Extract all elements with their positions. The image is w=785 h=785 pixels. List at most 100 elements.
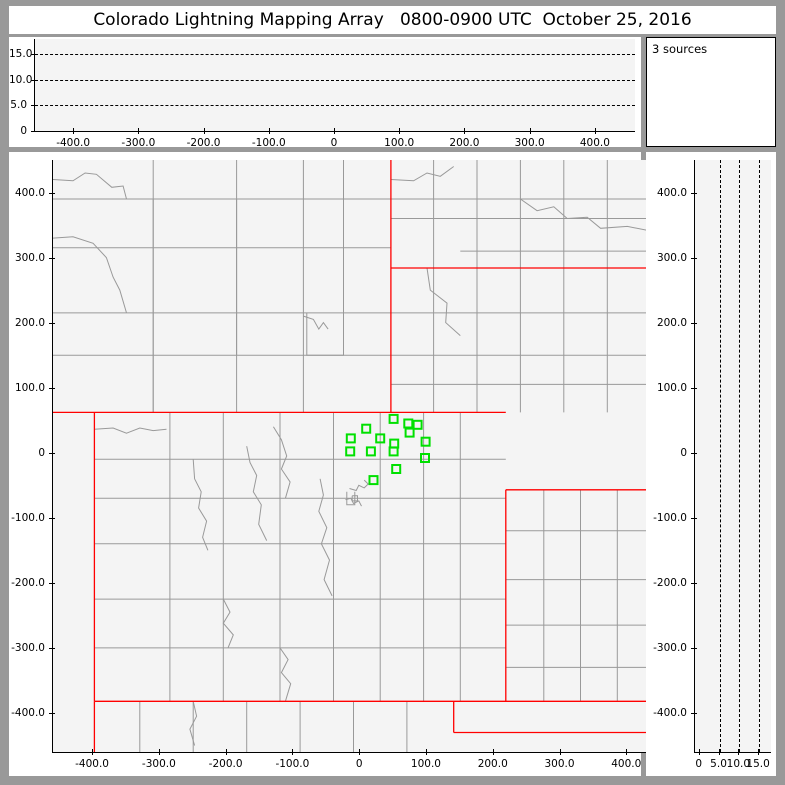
source-count-label: 3 sources	[652, 42, 708, 56]
x-axis-tick-label: 400.0	[579, 137, 610, 149]
altitude-plot-area[interactable]	[694, 160, 771, 753]
y-axis-tick-label: 300.0	[656, 251, 687, 264]
gridline-vertical	[719, 160, 721, 752]
y-axis-tick	[49, 517, 55, 519]
y-axis-tick	[31, 131, 37, 132]
y-axis-tick	[691, 517, 697, 519]
county-line-ne-irregular-1	[520, 198, 654, 233]
y-axis-tick	[31, 54, 37, 56]
x-axis-tick	[758, 749, 760, 755]
y-axis-tick-label: 0	[38, 446, 45, 459]
x-axis-tick-label: 10.0	[726, 758, 751, 770]
gridline-vertical	[739, 160, 741, 752]
lightning-source-marker[interactable]	[375, 433, 386, 444]
x-axis-tick	[594, 128, 596, 134]
county-line-ne-irregular-2	[426, 267, 461, 336]
x-axis-tick-label: 200.0	[449, 137, 480, 149]
x-axis-tick-label: -400.0	[56, 137, 91, 149]
y-axis-tick	[49, 582, 55, 584]
source-markers[interactable]	[345, 413, 431, 486]
lightning-source-marker[interactable]	[420, 436, 431, 447]
y-axis-tick	[31, 79, 37, 81]
y-axis-tick-label: 200.0	[656, 316, 687, 329]
lightning-source-marker[interactable]	[345, 446, 356, 457]
county-line-co-irregular-north	[94, 427, 167, 434]
lightning-source-marker[interactable]	[391, 464, 402, 474]
y-axis-tick-label: 100.0	[656, 381, 687, 394]
county-line-ne-irregular-0	[390, 166, 454, 182]
y-axis-tick-label: -300.0	[653, 641, 687, 654]
lightning-source-marker[interactable]	[420, 453, 430, 463]
lightning-source-marker[interactable]	[345, 433, 356, 444]
x-axis-tick	[464, 128, 466, 134]
x-axis-tick	[292, 749, 294, 755]
time-height-plot-area[interactable]	[34, 39, 635, 132]
x-axis-tick	[359, 749, 361, 755]
lightning-source-marker[interactable]	[403, 418, 414, 429]
map-plot-area[interactable]	[52, 160, 654, 753]
y-axis-tick	[49, 192, 55, 194]
x-axis-tick-label: 300.0	[514, 137, 545, 149]
x-axis-tick-label: -400.0	[75, 758, 109, 770]
x-axis-tick	[203, 128, 205, 134]
y-axis-tick-label: 0	[680, 446, 687, 459]
county-boundaries	[53, 160, 654, 752]
x-axis-tick	[73, 128, 75, 134]
y-axis-tick-label: 0	[20, 125, 27, 137]
y-axis-tick	[49, 257, 55, 259]
y-axis-tick-label: 200.0	[14, 316, 45, 329]
lightning-source-marker[interactable]	[368, 475, 379, 486]
y-axis-tick	[691, 387, 697, 389]
x-axis-tick	[698, 749, 700, 755]
time-height-panel[interactable]: 0 5.0 10.0 15.0 -400.0 -300.0 -200.0 -100.0 0 100…	[9, 37, 641, 149]
lightning-source-marker[interactable]	[412, 419, 423, 430]
x-axis-tick	[492, 749, 494, 755]
y-axis-tick	[691, 712, 697, 714]
lightning-source-marker[interactable]	[388, 413, 399, 424]
lightning-source-marker[interactable]	[404, 427, 415, 438]
y-axis-tick-label: 300.0	[14, 251, 45, 264]
y-axis-tick-label: 100.0	[14, 381, 45, 394]
x-axis-tick	[399, 128, 401, 134]
gridline-horizontal	[35, 105, 635, 107]
plan-view-map-panel[interactable]: -400.0 -300.0 -200.0 -100.0 0 100.0 200.0 300.0…	[9, 152, 654, 776]
y-axis-tick-label: -400.0	[11, 706, 45, 719]
x-axis-tick-label: 100.0	[410, 758, 441, 770]
sources-info-panel: 3 sources	[646, 37, 776, 147]
x-axis-tick-label: 200.0	[477, 758, 508, 770]
lightning-source-marker[interactable]	[365, 446, 376, 457]
county-line-nm-irregular	[189, 701, 198, 746]
x-axis-tick-label: -300.0	[141, 758, 176, 770]
gridline-vertical	[759, 160, 761, 752]
county-line-metro-3	[351, 495, 358, 502]
x-axis-tick	[92, 749, 94, 755]
x-axis-tick-label: -100.0	[275, 758, 310, 770]
x-axis-tick	[334, 128, 335, 134]
lightning-source-marker[interactable]	[388, 446, 399, 457]
altitude-height-panel[interactable]: -400.0 -300.0 -200.0 -100.0 0 100.0 200.0 300.0…	[646, 152, 776, 776]
y-axis-tick-label: 15.0	[9, 48, 33, 61]
county-line-metro-0	[349, 479, 369, 492]
county-line-wy-irregular-0	[53, 172, 127, 200]
x-axis-tick	[138, 128, 140, 134]
county-line-metro-1	[345, 497, 362, 507]
county-line-wy-irregular-1	[53, 236, 127, 314]
y-axis-tick	[691, 452, 697, 454]
y-axis-tick	[49, 712, 55, 714]
y-axis-tick	[31, 105, 37, 107]
x-axis-tick	[158, 749, 160, 755]
x-axis-tick	[529, 128, 531, 134]
x-axis-tick-label: -200.0	[208, 758, 243, 770]
gridline-horizontal	[35, 54, 635, 56]
y-axis-tick-label: -200.0	[653, 576, 687, 589]
y-axis-tick-label: 400.0	[14, 186, 45, 199]
x-axis-tick-label: 0	[330, 137, 338, 149]
county-line-wy-irregular-2	[306, 312, 344, 356]
y-axis-tick-label: -200.0	[11, 576, 45, 589]
y-axis-tick-label: -400.0	[653, 706, 687, 719]
x-axis-tick-label: -100.0	[251, 137, 286, 149]
map-geography	[53, 160, 654, 752]
x-axis-tick	[268, 128, 270, 134]
lightning-source-marker[interactable]	[361, 423, 372, 434]
y-axis-tick-label: 5.0	[10, 99, 27, 112]
